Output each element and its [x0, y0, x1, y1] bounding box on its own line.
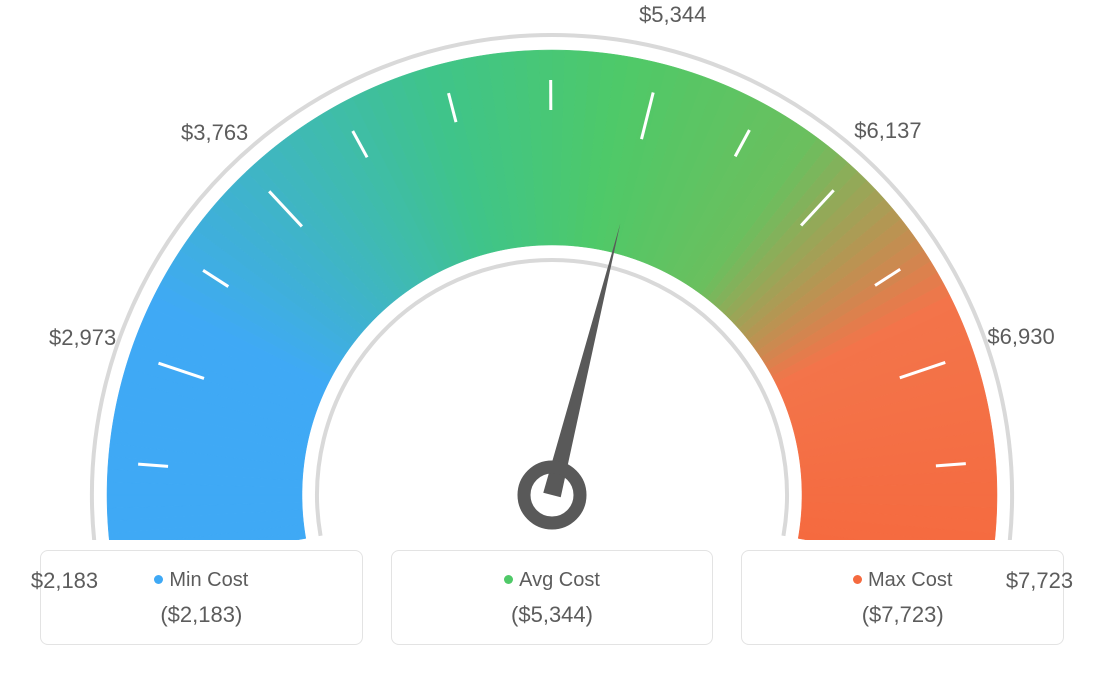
gauge-chart: $2,183$2,973$3,763$5,344$6,137$6,930$7,7… — [0, 0, 1104, 540]
max-cost-value: ($7,723) — [752, 602, 1053, 628]
gauge-tick-label: $2,973 — [49, 325, 116, 351]
avg-cost-value: ($5,344) — [402, 602, 703, 628]
min-dot-icon — [154, 575, 163, 584]
avg-cost-card: Avg Cost ($5,344) — [391, 550, 714, 645]
gauge-tick-label: $7,723 — [1006, 568, 1073, 594]
avg-cost-label: Avg Cost — [519, 569, 600, 591]
avg-cost-title: Avg Cost — [402, 569, 703, 592]
gauge-tick-label: $5,344 — [639, 2, 706, 28]
gauge-tick-label: $3,763 — [181, 120, 248, 146]
min-cost-label: Min Cost — [169, 569, 248, 591]
min-cost-value: ($2,183) — [51, 602, 352, 628]
gauge-tick-label: $2,183 — [31, 568, 98, 594]
gauge-svg — [0, 0, 1104, 540]
min-cost-card: Min Cost ($2,183) — [40, 550, 363, 645]
summary-cards: Min Cost ($2,183) Avg Cost ($5,344) Max … — [0, 550, 1104, 645]
max-dot-icon — [853, 575, 862, 584]
max-cost-card: Max Cost ($7,723) — [741, 550, 1064, 645]
gauge-tick-label: $6,137 — [854, 118, 921, 144]
max-cost-label: Max Cost — [868, 569, 952, 591]
gauge-tick-label: $6,930 — [987, 324, 1054, 350]
avg-dot-icon — [504, 575, 513, 584]
